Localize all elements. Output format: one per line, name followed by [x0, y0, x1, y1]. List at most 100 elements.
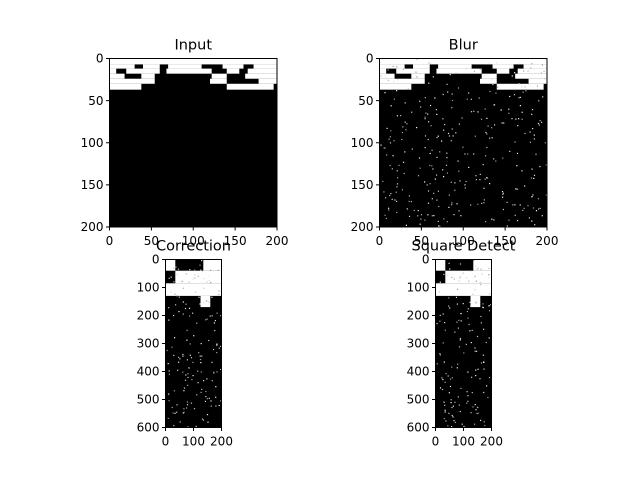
x-tick-label: 0 — [162, 435, 170, 449]
noise-pixel — [178, 356, 180, 358]
noise-pixel — [403, 172, 405, 175]
noise-pixel — [433, 215, 435, 217]
x-tick-label: 50 — [414, 234, 429, 248]
noise-pixel — [521, 111, 523, 113]
noise-pixel — [439, 387, 442, 389]
noise-pixel — [514, 204, 516, 206]
noise-pixel — [457, 396, 459, 398]
y-tick-label: 0 — [152, 253, 160, 267]
noise-pixel — [448, 305, 450, 307]
noise-pixel — [451, 202, 453, 204]
noise-pixel — [212, 348, 215, 351]
subplot-title: Input — [174, 38, 212, 54]
image-area — [435, 259, 492, 428]
noise-pixel — [201, 355, 203, 357]
noise-pixel — [536, 85, 539, 87]
noise-pixel — [457, 327, 459, 329]
noise-pixel — [484, 178, 486, 180]
noise-pixel — [405, 129, 407, 131]
noise-pixel — [464, 187, 466, 189]
noise-pixel — [179, 358, 181, 360]
noise-pixel — [182, 355, 184, 357]
noise-pixel — [401, 189, 403, 191]
noise-pixel — [415, 71, 417, 73]
subplot-title: Blur — [449, 38, 478, 54]
noise-pixel — [204, 400, 206, 402]
noise-pixel — [459, 410, 461, 413]
noise-pixel — [460, 275, 462, 277]
y-tick-label: 0 — [96, 52, 104, 66]
noise-pixel — [183, 284, 185, 286]
noise-pixel — [439, 314, 441, 316]
noise-pixel — [539, 166, 541, 168]
noise-pixel — [463, 352, 465, 354]
noise-pixel — [220, 345, 222, 347]
noise-pixel — [474, 347, 476, 349]
noise-pixel — [445, 420, 447, 422]
noise-pixel — [515, 188, 517, 190]
noise-pixel — [418, 157, 421, 159]
noise-pixel — [448, 135, 451, 137]
noise-pixel — [428, 62, 430, 64]
white-region — [496, 83, 544, 90]
noise-pixel — [213, 371, 215, 373]
noise-pixel — [523, 70, 525, 72]
noise-pixel — [495, 160, 497, 162]
noise-pixel — [396, 200, 398, 202]
noise-pixel — [469, 330, 471, 332]
noise-pixel — [220, 275, 222, 277]
noise-pixel — [197, 370, 199, 372]
noise-pixel — [502, 196, 504, 198]
noise-pixel — [446, 152, 448, 154]
noise-pixel — [533, 134, 535, 136]
noise-pixel — [199, 358, 202, 361]
noise-pixel — [417, 210, 419, 212]
noise-pixel — [196, 394, 198, 396]
white-region — [143, 64, 160, 69]
noise-pixel — [201, 270, 203, 273]
noise-pixel — [168, 400, 170, 402]
noise-pixel — [513, 94, 516, 96]
noise-pixel — [501, 191, 504, 193]
noise-pixel — [475, 302, 477, 305]
noise-pixel — [177, 369, 179, 371]
white-region — [168, 64, 202, 69]
noise-pixel — [486, 133, 488, 135]
noise-pixel — [448, 262, 450, 264]
noise-pixel — [483, 421, 485, 423]
noise-pixel — [431, 198, 433, 200]
noise-pixel — [457, 160, 459, 162]
noise-pixel — [187, 384, 189, 386]
noise-pixel — [397, 177, 399, 179]
noise-pixel — [178, 296, 180, 298]
noise-pixel — [455, 71, 457, 73]
noise-pixel — [438, 205, 440, 208]
noise-pixel — [171, 346, 173, 348]
noise-pixel — [454, 189, 456, 191]
subplot-title: Square Detect — [411, 239, 515, 255]
noise-pixel — [446, 172, 448, 174]
noise-pixel — [205, 390, 207, 393]
noise-pixel — [431, 165, 433, 167]
noise-pixel — [480, 268, 482, 270]
noise-pixel — [186, 339, 188, 341]
white-region — [528, 78, 547, 84]
noise-pixel — [183, 387, 186, 389]
noise-pixel — [506, 201, 508, 203]
y-tick-label: 600 — [137, 421, 160, 435]
noise-pixel — [411, 148, 413, 150]
white-region — [109, 83, 142, 90]
noise-pixel — [467, 317, 469, 319]
noise-pixel — [475, 369, 477, 371]
noise-pixel — [388, 207, 390, 209]
noise-pixel — [486, 385, 488, 387]
noise-pixel — [521, 118, 523, 120]
noise-pixel — [173, 315, 175, 317]
noise-pixel — [216, 352, 218, 354]
noise-pixel — [218, 347, 220, 349]
noise-pixel — [538, 124, 540, 126]
noise-pixel — [211, 286, 213, 288]
noise-pixel — [445, 373, 447, 375]
